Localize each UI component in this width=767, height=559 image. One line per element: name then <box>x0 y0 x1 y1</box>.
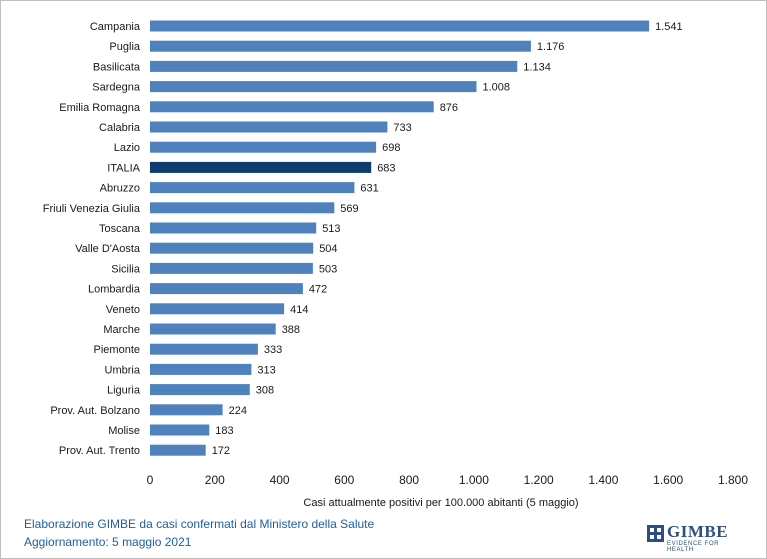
x-tick-label: 800 <box>399 473 419 487</box>
category-label: Marche <box>103 324 140 336</box>
category-label: Lombardia <box>88 284 141 296</box>
x-tick-label: 600 <box>334 473 354 487</box>
data-label: 1.008 <box>483 82 511 94</box>
data-label: 504 <box>319 243 337 255</box>
data-label: 631 <box>360 183 378 195</box>
data-label: 876 <box>440 102 458 114</box>
bar <box>150 202 335 214</box>
bar <box>150 182 355 194</box>
data-label: 172 <box>212 445 230 457</box>
x-tick-label: 1.400 <box>588 473 618 487</box>
footer-update: Aggiornamento: 5 maggio 2021 <box>24 535 192 549</box>
data-label: 503 <box>319 263 337 275</box>
bar <box>150 303 285 315</box>
bar <box>150 343 258 355</box>
bar <box>150 222 317 234</box>
data-label: 224 <box>229 405 247 417</box>
bar <box>150 242 314 254</box>
bar <box>150 444 206 456</box>
bar <box>150 60 518 72</box>
category-label: Liguria <box>107 385 141 397</box>
data-label: 698 <box>382 142 400 154</box>
bar <box>150 424 210 436</box>
category-label: Toscana <box>99 223 141 235</box>
bar <box>150 384 250 396</box>
x-tick-label: 1.200 <box>524 473 554 487</box>
data-label: 472 <box>309 284 327 296</box>
bar <box>150 262 313 274</box>
category-label: Umbria <box>105 364 141 376</box>
bar <box>150 20 650 32</box>
logo-tagline: EVIDENCE FOR HEALTH <box>667 541 720 553</box>
x-tick-label: 200 <box>205 473 225 487</box>
data-label: 683 <box>377 162 395 174</box>
data-label: 183 <box>215 425 233 437</box>
x-tick-label: 1.000 <box>459 473 489 487</box>
gimbe-logo-icon <box>647 525 664 542</box>
category-label: Sicilia <box>111 263 141 275</box>
category-label: Campania <box>90 21 141 33</box>
category-label: Molise <box>108 425 140 437</box>
logo-name: GIMBE <box>667 522 729 541</box>
bar <box>150 363 252 375</box>
category-label: Sardegna <box>92 82 141 94</box>
x-axis-title: Casi attualmente positivi per 100.000 ab… <box>303 497 578 509</box>
category-label: Puglia <box>109 41 140 53</box>
data-label: 1.176 <box>537 41 565 53</box>
bar <box>150 283 303 295</box>
data-label: 308 <box>256 385 274 397</box>
data-label: 1.541 <box>655 21 683 33</box>
x-tick-label: 1.800 <box>718 473 748 487</box>
x-tick-label: 0 <box>147 473 154 487</box>
category-label: Piemonte <box>94 344 140 356</box>
category-label: Calabria <box>99 122 141 134</box>
category-label: Abruzzo <box>100 183 140 195</box>
data-label: 313 <box>257 364 275 376</box>
bar <box>150 141 377 153</box>
category-label: Basilicata <box>93 61 141 73</box>
data-label: 414 <box>290 304 308 316</box>
data-label: 569 <box>340 203 358 215</box>
category-label: Lazio <box>114 142 140 154</box>
bar <box>150 101 434 113</box>
category-label: Prov. Aut. Trento <box>59 445 140 457</box>
category-label: ITALIA <box>107 162 140 174</box>
bar <box>150 81 477 93</box>
category-label: Valle D'Aosta <box>75 243 141 255</box>
data-label: 733 <box>393 122 411 134</box>
footer-source: Elaborazione GIMBE da casi confermati da… <box>24 517 375 531</box>
bar <box>150 404 223 416</box>
data-label: 388 <box>282 324 300 336</box>
gimbe-logo: GIMBE EVIDENCE FOR HEALTH <box>645 522 745 553</box>
data-label: 333 <box>264 344 282 356</box>
data-label: 513 <box>322 223 340 235</box>
x-tick-label: 400 <box>270 473 290 487</box>
bar <box>150 161 372 173</box>
category-label: Friuli Venezia Giulia <box>43 203 141 215</box>
bar <box>150 121 388 133</box>
x-tick-label: 1.600 <box>653 473 683 487</box>
category-label: Prov. Aut. Bolzano <box>50 405 140 417</box>
category-label: Veneto <box>106 304 140 316</box>
bar <box>150 40 531 52</box>
bar <box>150 323 276 335</box>
category-label: Emilia Romagna <box>59 102 141 114</box>
data-label: 1.134 <box>523 61 551 73</box>
